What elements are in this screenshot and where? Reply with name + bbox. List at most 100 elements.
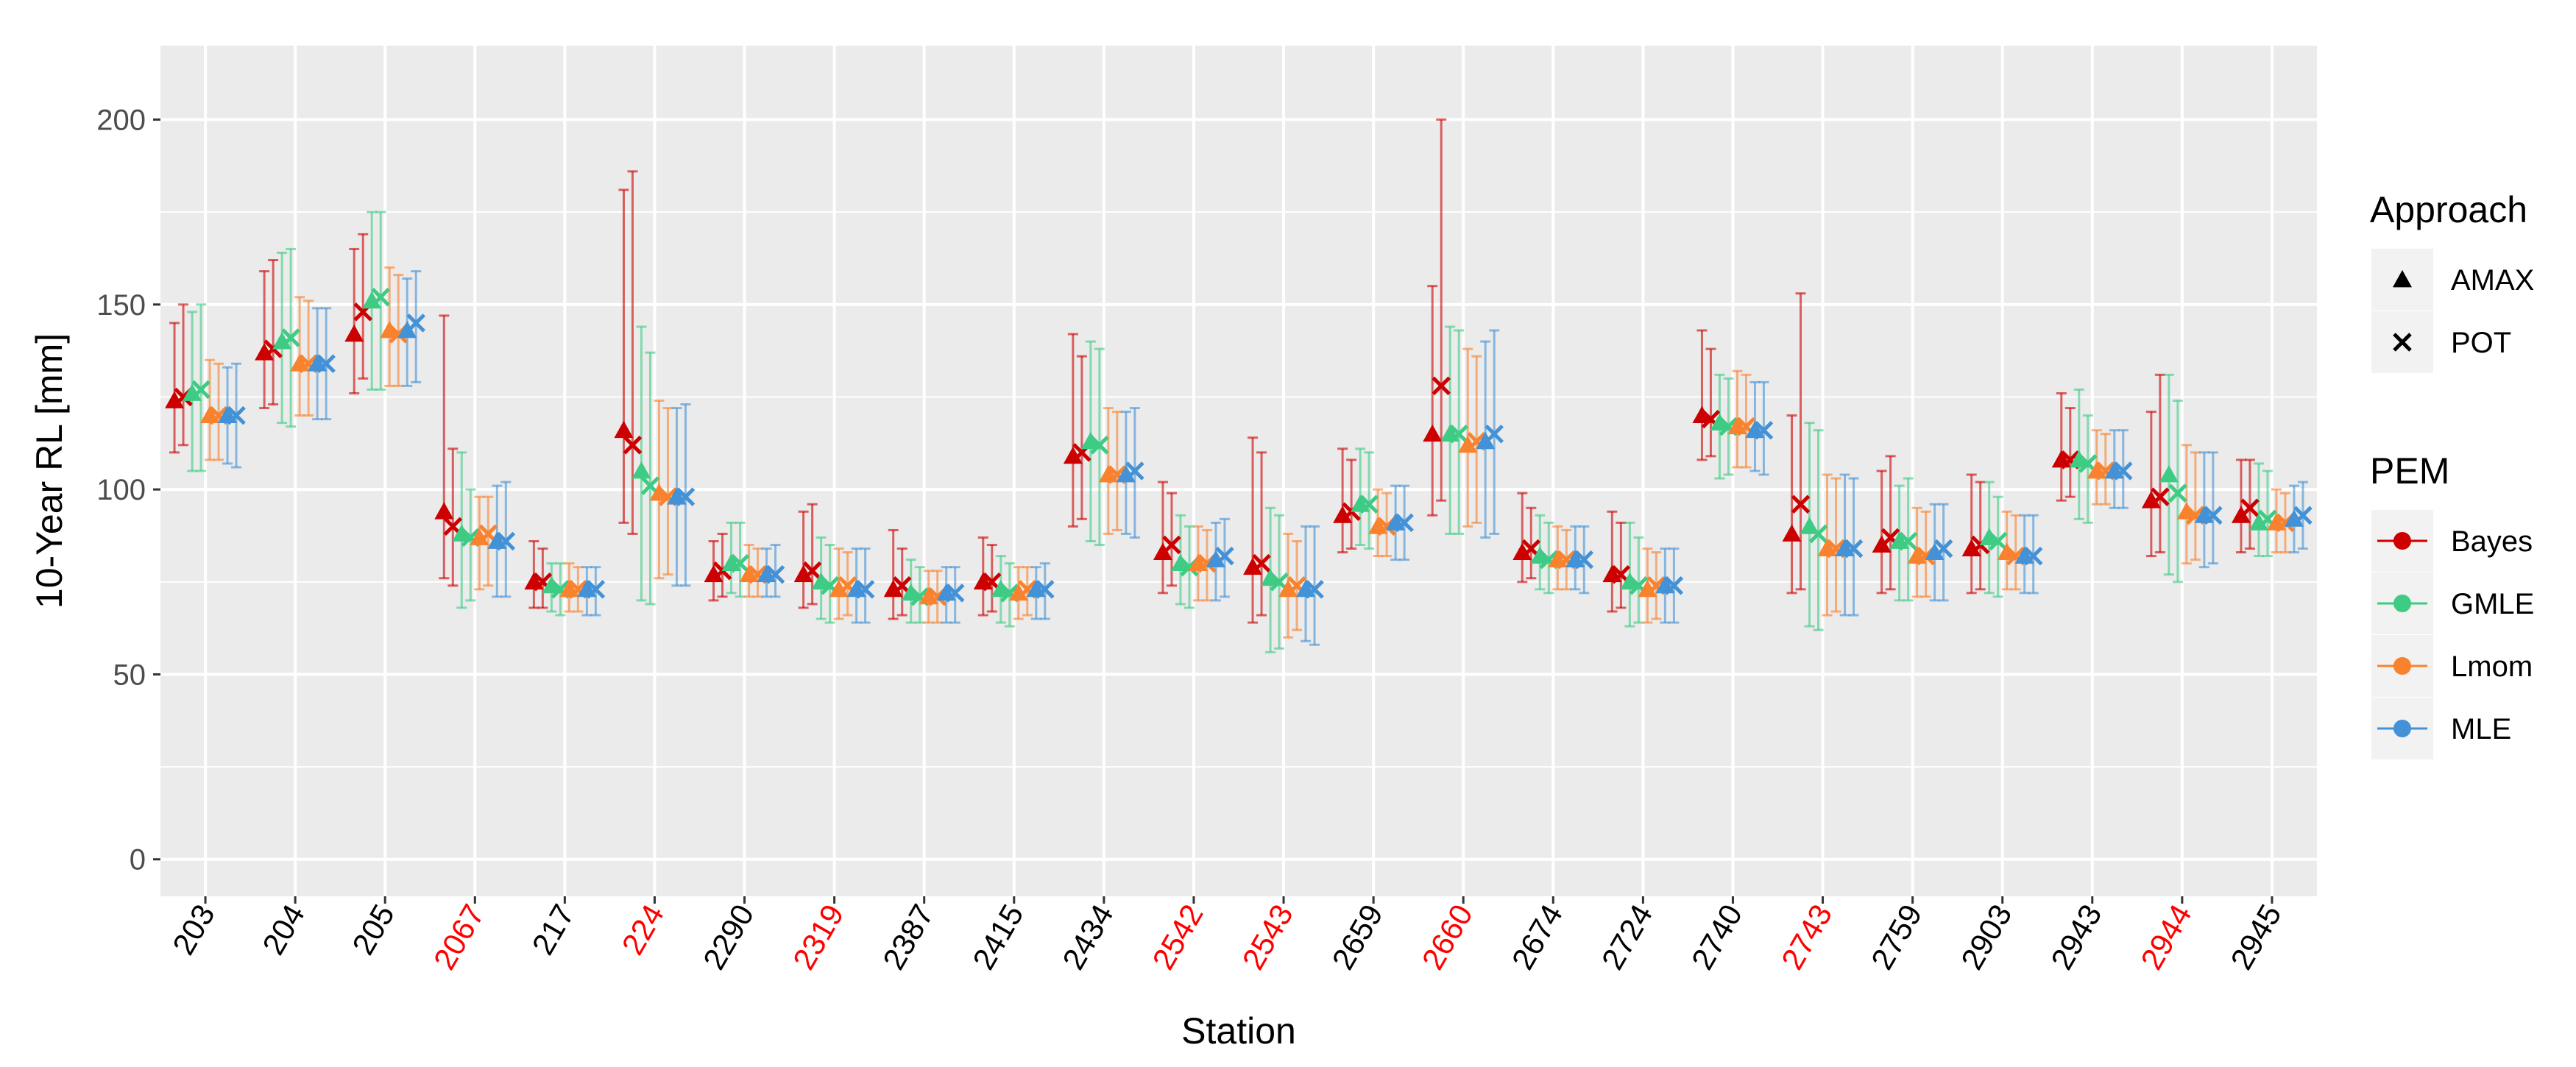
data-point (1170, 553, 1190, 572)
points-mle-pot (227, 313, 2313, 603)
cross-stroke (892, 576, 912, 595)
cross-stroke (1395, 513, 1414, 533)
data-point (2023, 546, 2043, 566)
cross-stroke (1485, 424, 1504, 444)
data-point (1664, 576, 1684, 595)
data-point (1808, 524, 1828, 544)
cross-stroke (910, 587, 930, 606)
data-point (496, 531, 516, 551)
data-point (2114, 461, 2133, 481)
data-point (2069, 450, 2089, 468)
data-point (1162, 535, 1181, 555)
data-point (1206, 550, 1225, 568)
cross-stroke (371, 288, 390, 307)
data-point (883, 579, 903, 598)
data-point (255, 343, 275, 361)
x-tick-label: 2542 (1145, 898, 1209, 975)
x-tick-label: 2944 (2134, 898, 2198, 975)
data-point (1305, 580, 1324, 599)
cross-stroke (533, 573, 553, 592)
x-tick-label: 2543 (1235, 898, 1299, 975)
data-point (1090, 436, 1109, 455)
data-point (1080, 431, 1100, 450)
data-point (631, 461, 651, 479)
cross-stroke (1719, 416, 1738, 436)
cross-stroke (586, 580, 606, 599)
y-tick-label: 150 (96, 289, 146, 322)
cross-stroke (1000, 584, 1019, 603)
data-point (2159, 465, 2179, 483)
x-tick-label: 2943 (2044, 898, 2108, 975)
legend-pem-label: Lmom (2451, 651, 2533, 683)
cross-stroke (1611, 564, 1631, 584)
series-lmom-pot (213, 274, 2290, 631)
y-axis: 0 50 100 150 200 (96, 104, 160, 876)
data-point (1898, 531, 1918, 551)
data-point (434, 502, 454, 520)
cross-stroke (1215, 546, 1234, 566)
data-point (829, 579, 849, 598)
x-tick-label: 2743 (1774, 898, 1839, 975)
legend-triangle-icon (2393, 270, 2412, 288)
data-point (227, 405, 246, 425)
cross-stroke (1359, 494, 1379, 514)
data-point (730, 553, 750, 573)
grid (160, 46, 2317, 896)
cross-stroke (1270, 573, 1289, 592)
series-gmle-pot (196, 210, 2273, 650)
data-point (991, 579, 1011, 598)
legend-approach-label: POT (2451, 327, 2511, 359)
cross-stroke (730, 553, 750, 573)
data-point (1036, 580, 1055, 599)
data-point (1512, 542, 1532, 560)
y-tick-label: 100 (96, 474, 146, 506)
cross-stroke (1125, 461, 1144, 481)
data-point (406, 313, 425, 333)
data-point (586, 580, 606, 599)
x-tick-label: 205 (345, 898, 401, 960)
data-point (802, 561, 822, 581)
y-tick-label: 50 (113, 659, 146, 691)
cross-stroke (820, 576, 840, 595)
data-point (344, 325, 364, 342)
x-tick-label: 2319 (786, 898, 850, 975)
cross-stroke (945, 584, 965, 603)
legend-dot-icon (2393, 595, 2411, 612)
data-point (470, 528, 489, 545)
points-bayes-amax (165, 325, 2251, 598)
data-point (316, 354, 336, 374)
cross-stroke (568, 580, 588, 599)
data-point (1485, 424, 1504, 444)
cross-stroke (1664, 576, 1684, 595)
data-point (1979, 528, 1999, 545)
data-point (1782, 524, 1802, 542)
data-point (1844, 539, 1864, 559)
data-point (272, 332, 292, 350)
x-tick-label: 224 (615, 898, 671, 960)
cross-stroke (623, 436, 643, 455)
x-tick-label: 2903 (1954, 898, 2018, 975)
cross-stroke (1521, 539, 1541, 559)
legend-approach-label: AMAX (2451, 264, 2534, 297)
cross-stroke (1036, 580, 1055, 599)
cross-stroke (2006, 546, 2025, 566)
data-point (1116, 465, 1136, 483)
legend: Approach PEM AMAX POT Bayes GMLE Lmom MLE (2370, 189, 2534, 759)
data-point (945, 584, 965, 603)
data-point (1638, 579, 1657, 598)
data-point (165, 391, 185, 408)
cross-stroke (1449, 424, 1468, 444)
data-point (1278, 579, 1298, 598)
cross-stroke (676, 487, 696, 506)
data-point (1063, 446, 1083, 464)
cross-stroke (2078, 454, 2098, 473)
cross-stroke (299, 354, 318, 374)
cross-stroke (1539, 550, 1559, 570)
legend-dot-icon (2393, 532, 2411, 550)
legend-pem-title: PEM (2370, 450, 2449, 492)
cross-stroke (1754, 420, 1774, 440)
data-point (2141, 491, 2161, 508)
x-tick-label: 203 (166, 898, 222, 960)
data-point (2293, 506, 2313, 525)
cross-stroke (2186, 506, 2205, 525)
